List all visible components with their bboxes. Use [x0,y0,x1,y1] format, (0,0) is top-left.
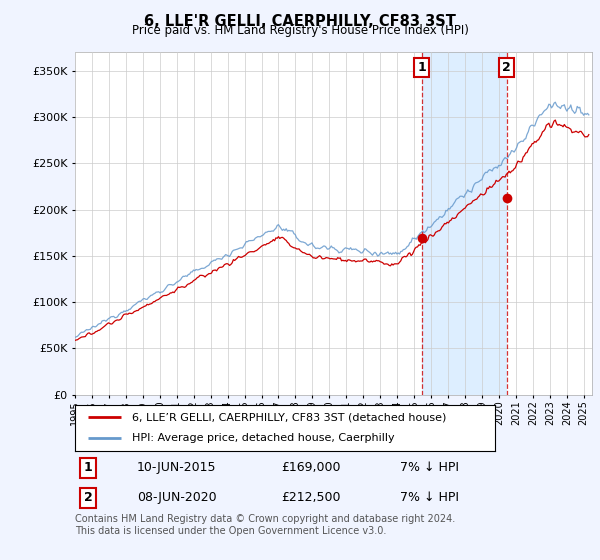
Text: Price paid vs. HM Land Registry's House Price Index (HPI): Price paid vs. HM Land Registry's House … [131,24,469,37]
Text: Contains HM Land Registry data © Crown copyright and database right 2024.
This d: Contains HM Land Registry data © Crown c… [75,514,455,536]
Text: 6, LLE’R GELLI, CAERPHILLY, CF83 3ST (detached house): 6, LLE’R GELLI, CAERPHILLY, CF83 3ST (de… [132,412,446,422]
Text: 7% ↓ HPI: 7% ↓ HPI [400,491,459,505]
Text: 6, LLE'R GELLI, CAERPHILLY, CF83 3ST: 6, LLE'R GELLI, CAERPHILLY, CF83 3ST [144,14,456,29]
Text: HPI: Average price, detached house, Caerphilly: HPI: Average price, detached house, Caer… [132,433,394,444]
Text: 08-JUN-2020: 08-JUN-2020 [137,491,217,505]
Text: 2: 2 [502,61,511,74]
Text: 10-JUN-2015: 10-JUN-2015 [137,461,217,474]
Bar [422,52,506,395]
Text: £212,500: £212,500 [281,491,341,505]
Text: £169,000: £169,000 [281,461,341,474]
Text: 7% ↓ HPI: 7% ↓ HPI [400,461,459,474]
Text: 1: 1 [418,61,426,74]
Text: 1: 1 [83,461,92,474]
Text: 2: 2 [83,491,92,505]
